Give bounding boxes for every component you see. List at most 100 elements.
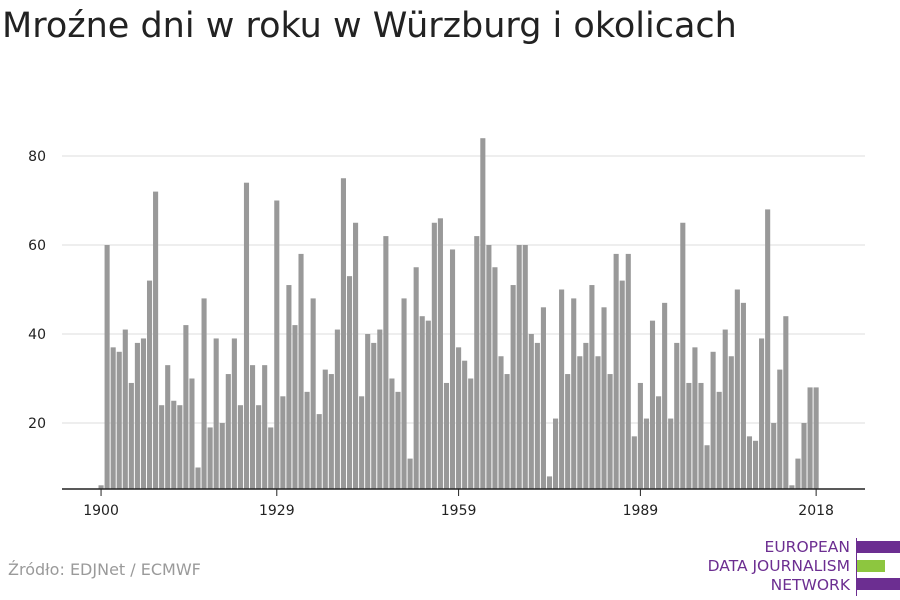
bar-1961 [468,378,474,489]
logo-text: EUROPEAN DATA JOURNALISM NETWORK [708,538,850,595]
bar-2017 [807,387,813,489]
bar-1967 [504,374,510,489]
bar-1901 [104,245,110,489]
bar-1931 [286,285,292,489]
bar-1912 [171,400,177,489]
bar-1981 [589,285,595,489]
bar-1985 [613,253,619,489]
bar-1971 [528,334,534,489]
bar-1969 [516,245,522,489]
bar-1954 [425,320,431,489]
y-tick-label: 40 [28,327,46,343]
bar-1960 [462,360,468,489]
bar-1953 [419,316,425,489]
bar-2018 [813,387,819,489]
bar-1952 [413,267,419,489]
bar-1973 [540,307,546,489]
bar-1993 [662,302,668,489]
bar-2011 [771,423,777,489]
bar-1938 [328,374,334,489]
bar-2000 [704,445,710,489]
bar-1935 [310,298,316,489]
bar-1980 [583,342,589,489]
bar-1930 [280,396,286,489]
bar-2010 [765,209,771,489]
x-tick-label: 1959 [441,503,477,519]
bar-1903 [116,351,122,489]
bar-1932 [292,325,298,489]
bar-1941 [346,276,353,489]
bar-1911 [165,365,171,489]
bar-2002 [716,391,722,489]
logo-line-1: EUROPEAN [764,538,850,556]
bar-1957 [443,382,450,489]
bar-1909 [153,191,159,489]
bar-1975 [553,418,559,489]
bar-2004 [728,356,734,489]
bar-1997 [686,382,692,489]
bar-1991 [649,320,656,489]
bar-2009 [759,338,765,489]
bar-1907 [140,338,147,489]
bar-1943 [359,396,365,489]
bar-1939 [334,329,340,489]
bar-1914 [183,325,189,489]
bar-1978 [571,298,577,489]
logo-bar-purple-2 [857,578,900,590]
bar-1948 [389,378,395,489]
bar-1906 [134,342,140,489]
bar-1992 [656,396,662,489]
bar-1928 [268,427,274,489]
y-tick-label: 80 [28,149,46,165]
bar-2013 [783,316,789,489]
bar-1982 [595,356,601,489]
bar-2005 [734,289,740,489]
bar-1902 [110,347,116,489]
bar-1934 [304,391,310,489]
bar-1920 [219,423,225,489]
logo-line-2: DATA JOURNALISM [707,557,850,575]
bar-1908 [146,280,153,489]
bar-1979 [577,356,583,489]
bar-2015 [795,458,801,489]
bar-1923 [237,405,243,489]
bar-1933 [298,253,304,489]
bar-1965 [492,267,498,489]
bar-2007 [746,436,753,489]
source-note: Źródło: EDJNet / ECMWF [8,560,201,579]
bar-1989 [637,382,643,489]
bar-1976 [559,289,565,489]
bar-1970 [522,245,528,489]
bar-1919 [213,338,219,489]
bar-1936 [316,414,322,489]
bar-2008 [752,440,759,489]
bar-1944 [365,334,371,489]
bar-1974 [546,476,553,489]
bar-1947 [383,236,389,489]
bar-1972 [534,342,540,489]
bar-1924 [243,182,250,489]
bar-1983 [601,307,607,489]
bar-1921 [225,374,231,489]
bar-1958 [449,249,456,489]
bar-chart: 20 40 60 80 1900 1929 1959 1989 2018 [28,138,865,519]
bar-1959 [456,347,462,489]
logo-line-3: NETWORK [770,576,850,594]
y-tick-label: 60 [28,238,46,254]
bar-1999 [698,382,704,489]
bar-1922 [231,338,237,489]
bar-1963 [480,138,486,489]
bar-1950 [401,298,407,489]
bar-1988 [631,436,637,489]
bar-1942 [353,222,359,489]
bar-1968 [510,285,516,489]
bar-1956 [437,218,443,490]
logo-bar-purple-1 [857,541,900,553]
x-tick-label: 1929 [259,503,295,519]
x-tick-label: 1989 [623,503,659,519]
bar-2014 [789,485,795,489]
bar-1913 [177,405,183,489]
chart-title: Mroźne dni w roku w Würzburg i okolicach [2,6,737,46]
bar-1955 [431,222,437,489]
bar-1937 [322,369,328,489]
